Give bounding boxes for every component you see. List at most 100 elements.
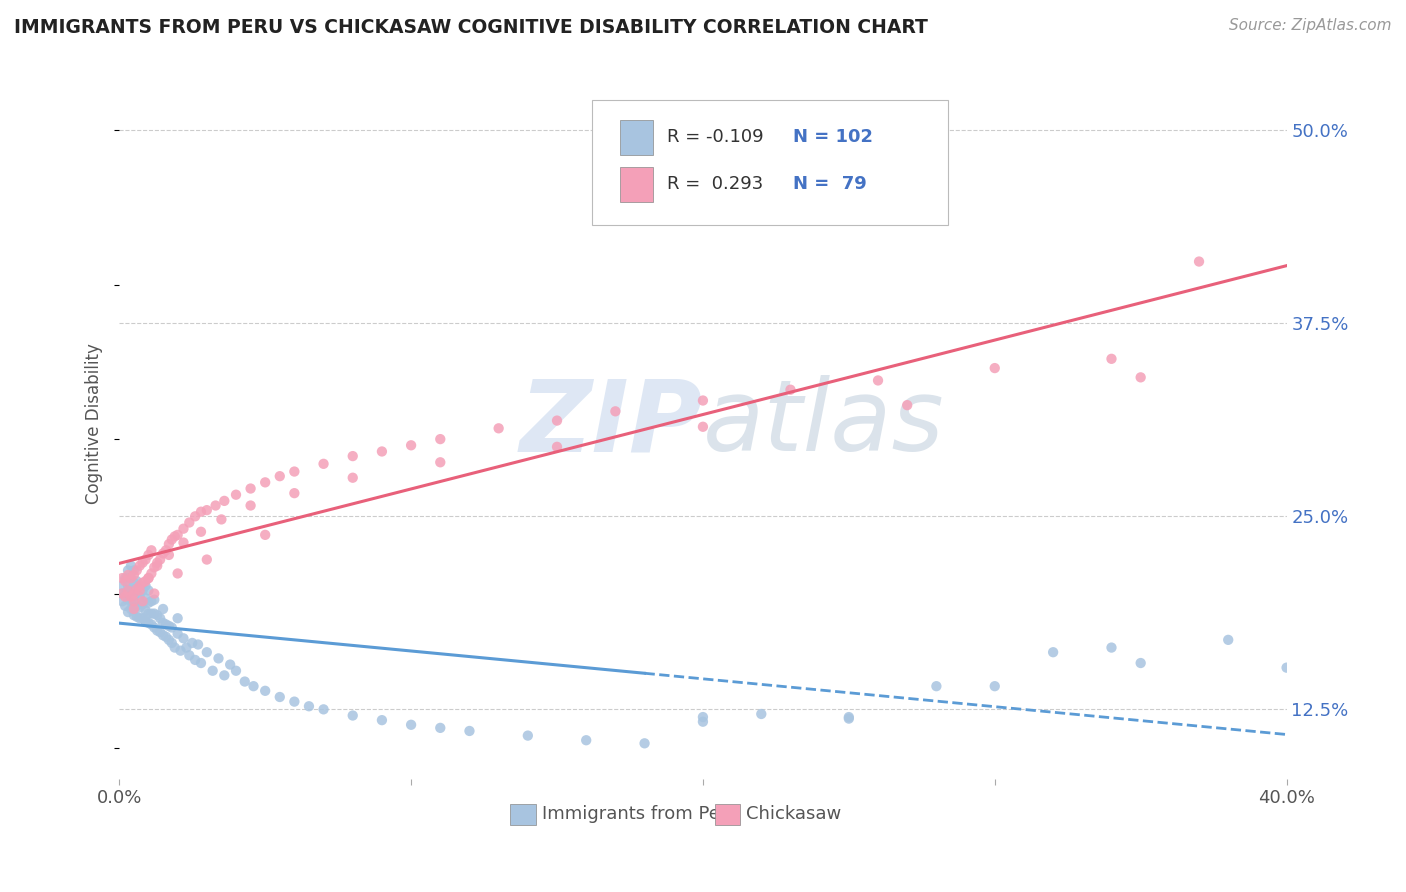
- Point: [111, 579, 134, 593]
- Point: [225, 664, 247, 678]
- Point: [117, 583, 139, 598]
- Point: [184, 653, 207, 667]
- Point: [155, 617, 177, 632]
- Point: [1129, 370, 1152, 384]
- FancyBboxPatch shape: [620, 120, 652, 155]
- Point: [239, 499, 262, 513]
- Point: [254, 683, 277, 698]
- Point: [152, 628, 174, 642]
- Point: [371, 444, 394, 458]
- Point: [122, 590, 145, 604]
- Point: [125, 599, 148, 613]
- Point: [131, 575, 153, 590]
- Point: [172, 535, 194, 549]
- Point: [371, 713, 394, 727]
- Text: R =  0.293: R = 0.293: [666, 176, 763, 194]
- Point: [239, 482, 262, 496]
- Point: [141, 617, 163, 632]
- Point: [546, 440, 568, 454]
- Y-axis label: Cognitive Disability: Cognitive Disability: [86, 343, 103, 504]
- Point: [429, 721, 451, 735]
- Point: [575, 733, 598, 747]
- Text: IMMIGRANTS FROM PERU VS CHICKASAW COGNITIVE DISABILITY CORRELATION CHART: IMMIGRANTS FROM PERU VS CHICKASAW COGNIT…: [14, 18, 928, 37]
- Point: [135, 615, 157, 629]
- Point: [135, 579, 157, 593]
- Point: [111, 586, 134, 600]
- Text: atlas: atlas: [703, 376, 945, 472]
- Point: [128, 600, 150, 615]
- Point: [233, 674, 256, 689]
- Point: [125, 609, 148, 624]
- Point: [866, 374, 889, 388]
- Point: [342, 471, 364, 485]
- Text: Chickasaw: Chickasaw: [747, 805, 841, 823]
- Point: [225, 488, 247, 502]
- Point: [1101, 640, 1123, 655]
- Point: [181, 636, 204, 650]
- Point: [195, 645, 218, 659]
- Point: [122, 575, 145, 590]
- Text: Source: ZipAtlas.com: Source: ZipAtlas.com: [1229, 18, 1392, 33]
- Point: [149, 625, 172, 640]
- Point: [131, 594, 153, 608]
- Point: [122, 599, 145, 613]
- Point: [692, 714, 714, 729]
- Point: [1129, 656, 1152, 670]
- Point: [141, 543, 163, 558]
- Point: [128, 611, 150, 625]
- Point: [141, 607, 163, 621]
- Point: [896, 398, 918, 412]
- Point: [166, 566, 188, 581]
- Point: [1275, 660, 1298, 674]
- Point: [160, 533, 183, 547]
- Point: [125, 574, 148, 589]
- Point: [209, 512, 232, 526]
- Point: [114, 574, 136, 589]
- Point: [131, 556, 153, 570]
- Point: [117, 592, 139, 607]
- Point: [254, 475, 277, 490]
- Point: [176, 640, 198, 655]
- Text: ZIP: ZIP: [520, 376, 703, 472]
- Point: [488, 421, 510, 435]
- Point: [120, 590, 142, 604]
- Point: [149, 552, 172, 566]
- Point: [125, 563, 148, 577]
- Point: [838, 710, 860, 724]
- Point: [131, 611, 153, 625]
- Point: [152, 546, 174, 560]
- Point: [160, 636, 183, 650]
- Point: [925, 679, 948, 693]
- Text: Immigrants from Peru: Immigrants from Peru: [541, 805, 738, 823]
- Point: [633, 736, 655, 750]
- Point: [120, 602, 142, 616]
- Point: [128, 583, 150, 598]
- Point: [207, 651, 229, 665]
- Point: [179, 648, 201, 663]
- Point: [138, 571, 160, 585]
- Point: [120, 571, 142, 585]
- Point: [141, 566, 163, 581]
- Point: [146, 624, 169, 638]
- Point: [298, 699, 321, 714]
- Point: [190, 656, 212, 670]
- Point: [283, 465, 305, 479]
- Point: [157, 537, 180, 551]
- Point: [283, 486, 305, 500]
- Point: [166, 611, 188, 625]
- Point: [143, 586, 166, 600]
- Point: [1042, 645, 1064, 659]
- Point: [342, 708, 364, 723]
- Point: [984, 679, 1007, 693]
- Point: [128, 579, 150, 593]
- Point: [179, 516, 201, 530]
- Point: [692, 710, 714, 724]
- Point: [131, 583, 153, 598]
- Point: [146, 608, 169, 623]
- Point: [190, 505, 212, 519]
- Point: [117, 563, 139, 577]
- Point: [269, 690, 291, 704]
- Point: [166, 626, 188, 640]
- Point: [128, 558, 150, 573]
- Point: [128, 590, 150, 604]
